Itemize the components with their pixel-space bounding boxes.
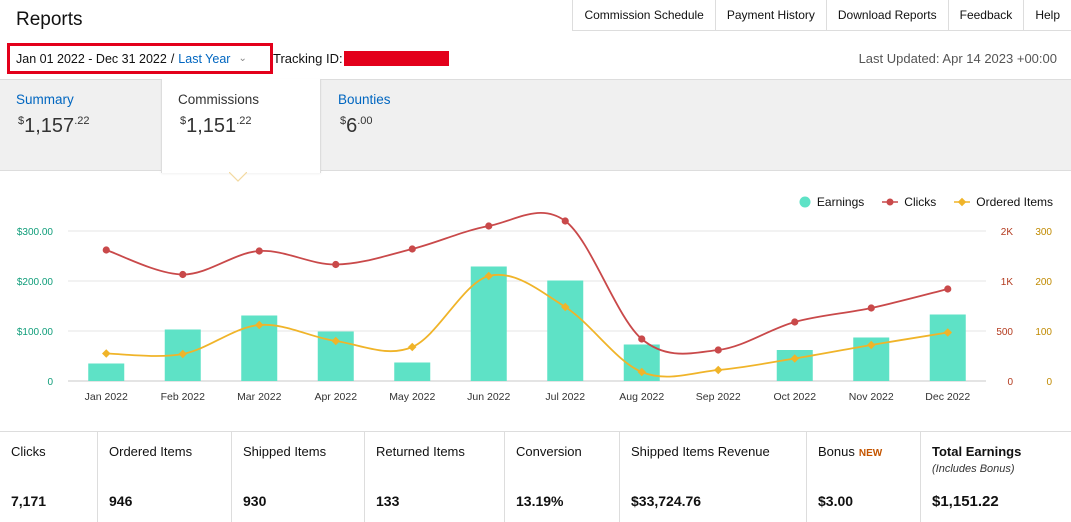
- new-badge: NEW: [858, 448, 883, 459]
- tracking-id: Tracking ID:: [273, 51, 449, 66]
- tab-bounties-label: Bounties: [338, 92, 391, 107]
- date-range-selector[interactable]: Jan 01 2022 - Dec 31 2022 / Last Year ⌄: [7, 43, 273, 74]
- left-axis-tick: $200.00: [17, 277, 54, 288]
- top-navigation: Commission Schedule Payment History Down…: [572, 0, 1071, 31]
- clicks-point: [332, 260, 340, 269]
- date-range-preset: Last Year: [178, 51, 231, 66]
- tab-commissions-amount: $1,151.22: [180, 115, 252, 137]
- clicks-point: [944, 285, 952, 293]
- ordered-items-point: [178, 349, 187, 359]
- x-axis-tick: Nov 2022: [849, 391, 894, 403]
- legend-clicks[interactable]: Clicks: [882, 195, 936, 209]
- earnings-bar: [88, 363, 125, 381]
- stat-shipped-items: Shipped Items 930: [232, 432, 365, 522]
- last-updated: Last Updated: Apr 14 2023 +00:00: [858, 51, 1057, 66]
- x-axis-tick: Apr 2022: [314, 391, 357, 403]
- clicks-axis-tick: 500: [996, 327, 1013, 338]
- stats-bar: Clicks 7,171 Ordered Items 946 Shipped I…: [0, 431, 1071, 522]
- tab-summary-amount: $1,157.22: [18, 115, 90, 137]
- ordered-items-point: [943, 328, 952, 337]
- left-axis-tick: $100.00: [17, 327, 54, 338]
- ordered-items-point: [867, 340, 876, 350]
- page-title: Reports: [16, 9, 83, 30]
- legend-clicks-swatch-icon: [882, 198, 899, 206]
- x-axis-tick: Jul 2022: [545, 391, 585, 403]
- clicks-axis-tick: 1K: [1001, 277, 1014, 288]
- ordered-items-point: [408, 342, 417, 352]
- stat-returned-items: Returned Items 133: [365, 432, 505, 522]
- x-axis-tick: Jan 2022: [85, 391, 128, 403]
- earnings-bar: [394, 362, 431, 381]
- x-axis-tick: Oct 2022: [773, 391, 816, 403]
- clicks-point: [867, 304, 875, 312]
- nav-download-reports[interactable]: Download Reports: [825, 0, 948, 30]
- clicks-point: [638, 335, 646, 343]
- stat-clicks: Clicks 7,171: [0, 432, 98, 522]
- x-axis-tick: Dec 2022: [925, 391, 970, 403]
- nav-commission-schedule[interactable]: Commission Schedule: [572, 0, 714, 30]
- legend-earnings-swatch-icon: [799, 196, 811, 208]
- ordered-items-point: [637, 367, 646, 377]
- stat-bonus: Bonus NEW $3.00: [807, 432, 921, 522]
- earnings-bar: [470, 266, 507, 381]
- nav-help[interactable]: Help: [1023, 0, 1071, 30]
- x-axis-tick: Mar 2022: [237, 391, 282, 403]
- clicks-point: [408, 245, 416, 253]
- tab-commissions-label: Commissions: [178, 92, 260, 107]
- legend-ordered-swatch-icon: [954, 197, 971, 207]
- clicks-point: [791, 318, 799, 326]
- tab-commissions[interactable]: Commissions $1,151.22: [161, 79, 321, 173]
- left-axis-tick: 0: [47, 377, 53, 388]
- tracking-id-redaction: [343, 51, 449, 66]
- clicks-point: [714, 346, 722, 354]
- tracking-id-label: Tracking ID:: [273, 51, 343, 66]
- ordered-items-point: [714, 365, 723, 375]
- clicks-point: [255, 247, 263, 255]
- ordered-items-point: [255, 320, 264, 330]
- clicks-point: [561, 217, 569, 225]
- earnings-chart: 0 0 0 $100.00 500 100 $200.00 1K 200 $300.00 2K 300…: [17, 211, 1052, 403]
- chart-legend: Earnings Clicks Ordered Items: [799, 195, 1053, 209]
- x-axis-tick: Aug 2022: [619, 391, 664, 403]
- x-axis-tick: May 2022: [389, 391, 435, 403]
- ordered-axis-tick: 0: [1046, 377, 1052, 388]
- ordered-items-point: [331, 336, 340, 346]
- stat-total-earnings: Total Earnings (Includes Bonus) $1,151.2…: [932, 444, 1022, 510]
- clicks-axis-tick: 0: [1007, 377, 1013, 388]
- tab-bounties-amount: $6.00: [340, 115, 373, 137]
- tab-summary-label: Summary: [16, 92, 74, 107]
- earnings-bar: [547, 280, 584, 381]
- date-range-separator: /: [170, 51, 175, 66]
- earnings-bar: [929, 314, 966, 381]
- clicks-point: [102, 246, 110, 254]
- ordered-axis-tick: 200: [1035, 277, 1052, 288]
- left-axis-tick: $300.00: [17, 227, 54, 238]
- nav-feedback[interactable]: Feedback: [947, 0, 1024, 30]
- ordered-items-line: [106, 273, 948, 378]
- ordered-items-point: [561, 302, 570, 312]
- chevron-down-icon: ⌄: [238, 53, 247, 64]
- tab-summary[interactable]: Summary $1,157.22: [0, 79, 162, 171]
- legend-ordered-items[interactable]: Ordered Items: [954, 195, 1053, 209]
- clicks-axis-tick: 2K: [1001, 227, 1014, 238]
- active-tab-caret-icon: [229, 172, 247, 182]
- x-axis-tick: Feb 2022: [161, 391, 206, 403]
- clicks-point: [485, 222, 493, 230]
- ordered-items-point: [484, 271, 493, 281]
- ordered-items-point: [790, 354, 799, 363]
- stat-shipped-items-revenue: Shipped Items Revenue $33,724.76: [620, 432, 807, 522]
- stat-conversion: Conversion 13.19%: [505, 432, 620, 522]
- nav-payment-history[interactable]: Payment History: [714, 0, 826, 30]
- ordered-items-point: [102, 349, 111, 358]
- date-range-text: Jan 01 2022 - Dec 31 2022: [16, 51, 167, 66]
- ordered-axis-tick: 300: [1035, 227, 1052, 238]
- legend-earnings[interactable]: Earnings: [799, 195, 864, 209]
- x-axis-tick: Sep 2022: [696, 391, 741, 403]
- ordered-axis-tick: 100: [1035, 327, 1052, 338]
- clicks-point: [179, 270, 187, 279]
- x-axis-tick: Jun 2022: [467, 391, 510, 403]
- stat-ordered-items: Ordered Items 946: [98, 432, 232, 522]
- tab-bounties[interactable]: Bounties $6.00: [322, 79, 482, 171]
